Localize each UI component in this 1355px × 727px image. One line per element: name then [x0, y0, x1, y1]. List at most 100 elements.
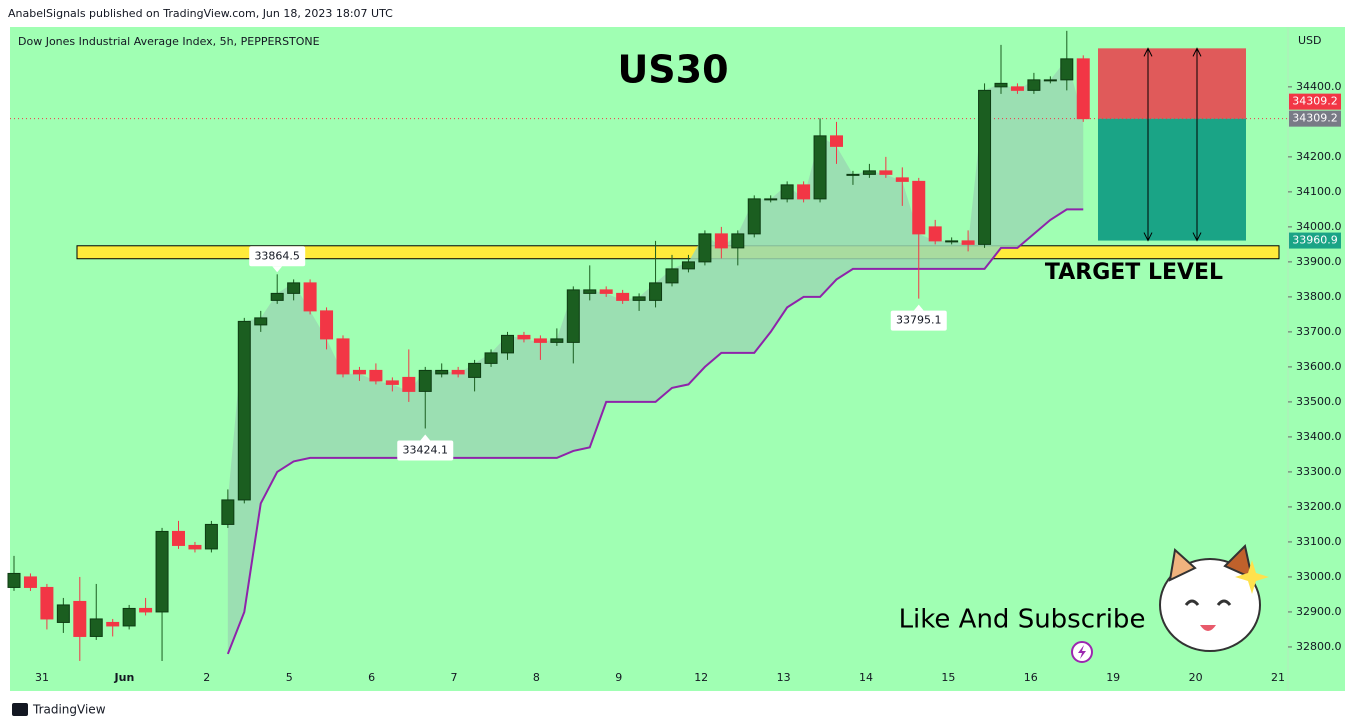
candle-body [533, 338, 547, 343]
symbol: Dow Jones Industrial Average Index, 5h, … [18, 35, 320, 48]
footer: TradingView [32, 703, 106, 717]
candle-body [369, 369, 383, 382]
price-tag [1289, 93, 1341, 110]
y-tick-label: 34100.0 [1296, 185, 1342, 198]
candle-body [583, 289, 597, 294]
y-tick-label: 33100.0 [1296, 535, 1342, 548]
trend-fill [227, 58, 1084, 654]
x-tick-label: 31 [35, 671, 49, 684]
y-tick-label: 32800.0 [1296, 640, 1342, 653]
candle-body [254, 317, 268, 326]
x-tick-label: 8 [533, 671, 540, 684]
candle-body [89, 618, 103, 637]
price-tag-label: 34309.2 [1292, 95, 1338, 108]
cta-text: Like And Subscribe [899, 605, 1146, 635]
candle-body [747, 198, 761, 235]
candle-body [895, 177, 909, 182]
callout-label: 33864.5 [254, 249, 300, 262]
y-tick-label: 33800.0 [1296, 290, 1342, 303]
y-tick-label: 33300.0 [1296, 465, 1342, 478]
candle-body [7, 572, 21, 588]
candle-body [566, 289, 580, 343]
candle-body [501, 334, 514, 354]
price-tag [1289, 110, 1341, 127]
candle-body [994, 82, 1008, 88]
bolt [1078, 645, 1086, 659]
x-tick-label: Jun [114, 671, 135, 684]
y-tick-label: 33700.0 [1296, 325, 1342, 338]
y-tick-label: 33000.0 [1296, 570, 1342, 583]
x-tick-label: 7 [451, 671, 458, 684]
candle-body [336, 338, 350, 375]
candle-body [681, 261, 695, 270]
candle-body [1076, 58, 1090, 120]
y-tick-label: 34000.0 [1296, 220, 1342, 233]
candle-body [221, 499, 235, 525]
x-tick-label: 12 [694, 671, 708, 684]
candle-body [1010, 86, 1024, 91]
candle-body [1060, 58, 1074, 81]
candle-body [188, 544, 202, 550]
logo [12, 703, 28, 716]
candle-body [172, 530, 185, 546]
y-tick-label: 33400.0 [1296, 430, 1342, 443]
trend-line [226, 208, 1084, 655]
callout-box [249, 246, 306, 267]
callout-label: 33424.1 [403, 443, 449, 456]
x-tick-label: 16 [1024, 671, 1038, 684]
currency: USD [1298, 34, 1322, 47]
chart-title: US30 [617, 48, 728, 92]
candle-body [550, 338, 564, 343]
candle-body [303, 282, 317, 312]
candle-body [451, 369, 465, 375]
candle-body [155, 530, 169, 613]
x-tick-label: 20 [1189, 671, 1203, 684]
x-tick-label: 13 [777, 671, 791, 684]
candle-body [928, 226, 942, 242]
y-tick-label: 33500.0 [1296, 395, 1342, 408]
candle-body [106, 621, 120, 627]
callout-box [397, 440, 454, 461]
candle-body [385, 380, 399, 385]
candle-body [1043, 79, 1057, 82]
candle-body [714, 233, 728, 249]
candle-body [698, 233, 712, 263]
candle-body [961, 240, 975, 245]
candle-body [73, 600, 87, 637]
candle-body [204, 523, 218, 550]
y-tick-label: 32900.0 [1296, 605, 1342, 618]
candle-body [517, 334, 531, 340]
candle-body [320, 310, 334, 340]
price-tag [1289, 232, 1341, 249]
candle-body [780, 184, 794, 200]
candle-body [813, 135, 827, 200]
candle-body [418, 369, 432, 392]
y-tick-label: 33900.0 [1296, 255, 1342, 268]
candle-body [270, 292, 284, 301]
candle-body [287, 282, 301, 294]
candle-body [862, 170, 876, 175]
target-text: TARGET LEVEL [1045, 260, 1223, 285]
candle-body [237, 320, 251, 501]
price-tag-label: 33960.9 [1292, 234, 1338, 247]
candle-body [56, 604, 70, 623]
candle-body [23, 576, 37, 588]
candle-body [122, 607, 136, 627]
x-tick-label: 14 [859, 671, 873, 684]
arrow-head [1192, 47, 1202, 242]
candle-body [978, 89, 992, 245]
x-tick-label: 19 [1106, 671, 1120, 684]
y-tick-label: 33200.0 [1296, 500, 1342, 513]
candle-body [484, 352, 498, 364]
reward-box [1098, 118, 1246, 241]
candle-body [846, 173, 860, 176]
candle-body [402, 376, 416, 392]
footer-bar [0, 691, 1355, 727]
candle-body [665, 268, 679, 284]
candle-body [139, 607, 153, 613]
candle-body [1027, 79, 1041, 91]
candle-body [797, 184, 811, 200]
callout-label: 33795.1 [896, 314, 942, 327]
price-tag-label: 34309.2 [1292, 112, 1338, 125]
